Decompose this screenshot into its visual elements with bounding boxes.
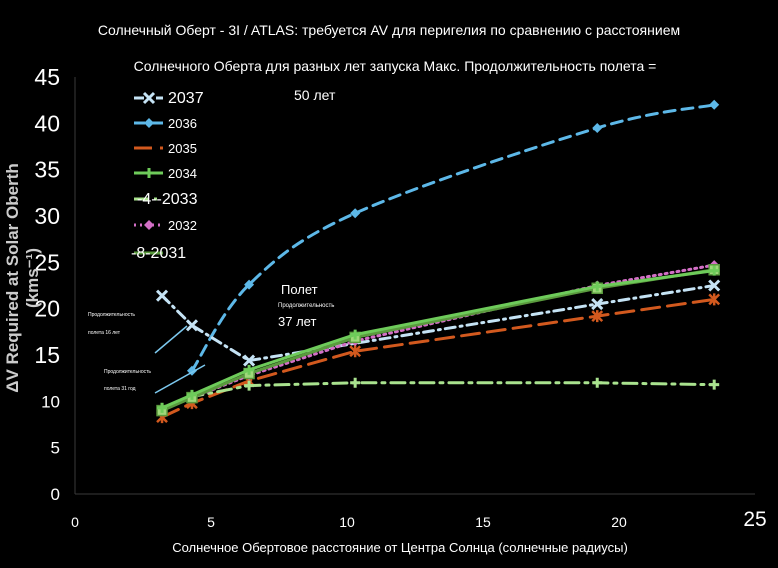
chart-title-line-1: Солнечный Оберт - 3I / ATLAS: требуется … xyxy=(97,22,681,38)
y-tick-label: 25 xyxy=(34,249,60,275)
legend-label-2036: 2036 xyxy=(168,116,197,131)
y-tick-label: 5 xyxy=(51,439,60,458)
legend-marker-2034 xyxy=(144,168,154,178)
x-tick-label: 5 xyxy=(207,514,215,530)
series-line-2036 xyxy=(190,103,716,373)
annotation-duration-16: Продолжительность xyxy=(88,312,135,318)
x-tick-label: 10 xyxy=(339,514,355,530)
y-axis-label: ΔV Required at Solar Oberth (kms⁻¹) xyxy=(3,163,42,393)
data-point-2036-3 xyxy=(592,122,603,133)
series-line-2032 xyxy=(160,263,716,411)
series-line-2035 xyxy=(160,297,716,419)
data-point-2034-2 xyxy=(244,364,255,375)
annotation-duration-31: Продолжительность xyxy=(104,369,151,375)
data-point-2037-0 xyxy=(155,289,169,302)
x-tick-label: 25 xyxy=(743,508,766,531)
y-tick-label: 35 xyxy=(34,157,60,183)
chart-title-line-3: 50 лет xyxy=(294,87,336,103)
data-point-2037-1 xyxy=(185,319,199,332)
legend-label-2031: -8-2031 xyxy=(131,245,186,262)
data-point-2035-4 xyxy=(591,310,604,323)
legend-label-2033: -4--2033 xyxy=(137,191,198,208)
x-tick-label: 20 xyxy=(611,514,627,530)
legend-label-2037: 2037 xyxy=(168,90,204,107)
data-point-2034-3 xyxy=(350,329,361,340)
data-point-2037-4 xyxy=(708,279,721,292)
series-line-2033 xyxy=(160,381,716,410)
y-tick-label: 30 xyxy=(34,203,60,229)
data-point-2037-3 xyxy=(591,297,604,311)
data-point-2033-3 xyxy=(350,377,361,388)
y-tick-label: 45 xyxy=(34,64,60,90)
x-tick-label: 15 xyxy=(475,514,491,530)
data-point-2035-3 xyxy=(349,345,362,358)
legend-label-2032: 2032 xyxy=(168,218,197,233)
annotation-duration-37: Продолжительность xyxy=(278,303,335,309)
series-line-2034 xyxy=(160,269,716,410)
data-point-2033-5 xyxy=(709,379,720,390)
legend-marker-2036 xyxy=(144,118,154,128)
data-point-2037-2 xyxy=(243,354,256,367)
annotation-flight-31-years: полета 31 год xyxy=(104,386,136,392)
data-point-2034-5 xyxy=(709,265,720,276)
annotation-flight-16-years: полета 16 лет xyxy=(88,330,121,336)
data-point-2036-2 xyxy=(350,208,361,219)
annotation-arrow-31-years xyxy=(154,364,206,394)
data-point-2035-5 xyxy=(708,293,721,306)
annotation-arrow-16-years xyxy=(154,325,188,354)
y-tick-label: 40 xyxy=(34,110,60,136)
legend-label-2035: 2035 xyxy=(168,141,197,156)
data-point-2034-0 xyxy=(157,402,168,413)
y-tick-label: 20 xyxy=(34,296,60,322)
data-point-2034-1 xyxy=(186,389,197,400)
legend-marker-2032 xyxy=(144,220,154,230)
data-point-2033-2 xyxy=(244,380,255,391)
data-point-2033-4 xyxy=(592,377,603,388)
annotation-flight: Полет xyxy=(281,282,318,297)
data-point-2034-4 xyxy=(592,281,603,292)
legend-marker-2037 xyxy=(142,91,156,105)
annotation-37-years: 37 лет xyxy=(278,314,317,329)
data-point-2036-4 xyxy=(709,99,720,110)
y-tick-label: 15 xyxy=(34,342,60,368)
chart-title-line-2: Солнечного Оберта для разных лет запуска… xyxy=(133,58,657,74)
y-tick-label: 10 xyxy=(41,392,60,411)
data-point-2036-1 xyxy=(244,279,255,290)
x-tick-label: 0 xyxy=(71,514,79,530)
y-tick-label: 0 xyxy=(51,485,60,504)
legend-label-2034: 2034 xyxy=(168,166,197,181)
x-axis-label: Солнечное Обертовое расстояние от Центра… xyxy=(172,540,628,555)
